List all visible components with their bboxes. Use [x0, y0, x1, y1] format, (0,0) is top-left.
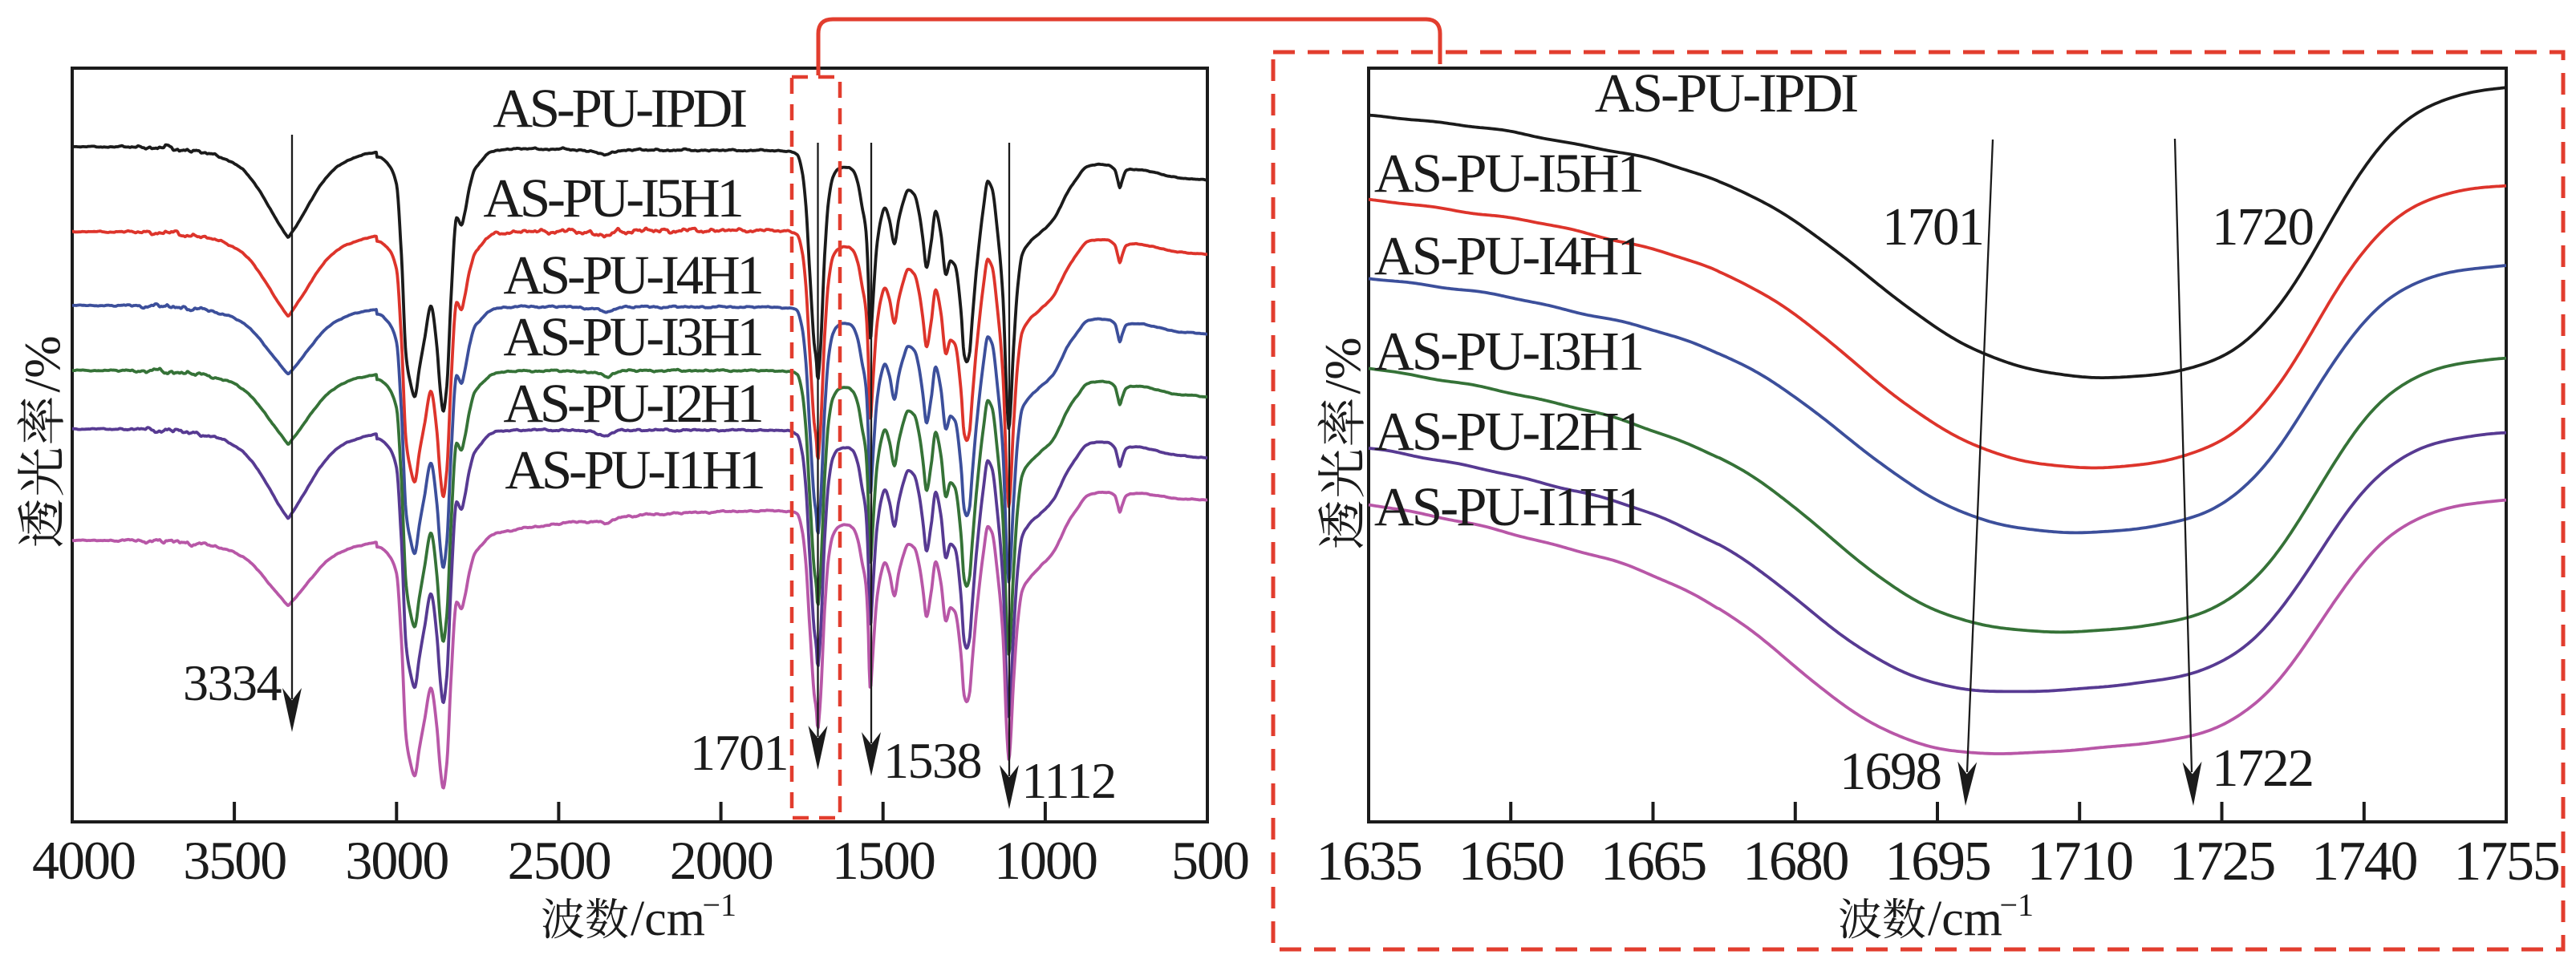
svg-text:2500: 2500	[508, 830, 611, 891]
svg-text:−1: −1	[703, 887, 737, 923]
svg-text:1000: 1000	[994, 830, 1097, 891]
svg-text:/cm: /cm	[1928, 892, 2002, 946]
svg-text:1701: 1701	[690, 724, 788, 781]
svg-text:/cm: /cm	[631, 892, 705, 946]
svg-text:1725: 1725	[2169, 831, 2274, 892]
svg-text:AS-PU-I3H1: AS-PU-I3H1	[1374, 321, 1642, 382]
svg-text:1665: 1665	[1600, 831, 1706, 892]
svg-text:AS-PU-I4H1: AS-PU-I4H1	[1374, 225, 1642, 286]
svg-text:1112: 1112	[1021, 752, 1115, 809]
svg-text:AS-PU-I2H1: AS-PU-I2H1	[503, 373, 761, 434]
svg-text:1695: 1695	[1884, 831, 1990, 892]
svg-text:AS-PU-I1H1: AS-PU-I1H1	[505, 439, 763, 500]
svg-text:AS-PU-I5H1: AS-PU-I5H1	[483, 168, 741, 229]
svg-text:1710: 1710	[2027, 831, 2132, 892]
svg-text:1701: 1701	[1882, 197, 1983, 257]
svg-text:/%: /%	[14, 335, 71, 392]
svg-text:AS-PU-I4H1: AS-PU-I4H1	[503, 245, 761, 305]
svg-text:1720: 1720	[2212, 197, 2313, 257]
svg-text:3000: 3000	[345, 830, 448, 891]
svg-text:−1: −1	[2000, 887, 2034, 923]
svg-text:4000: 4000	[32, 830, 135, 891]
svg-text:1635: 1635	[1316, 831, 1421, 892]
svg-text:1722: 1722	[2212, 738, 2313, 798]
svg-text:1500: 1500	[832, 830, 935, 891]
svg-text:1755: 1755	[2453, 831, 2558, 892]
svg-text:AS-PU-I2H1: AS-PU-I2H1	[1374, 401, 1642, 462]
svg-text:AS-PU-I1H1: AS-PU-I1H1	[1374, 476, 1642, 537]
svg-text:2000: 2000	[670, 830, 773, 891]
svg-text:AS-PU-IPDI: AS-PU-IPDI	[493, 78, 746, 139]
svg-text:1698: 1698	[1840, 742, 1941, 801]
svg-text:AS-PU-I3H1: AS-PU-I3H1	[503, 306, 761, 367]
svg-text:1538: 1538	[883, 732, 981, 789]
svg-text:3500: 3500	[183, 830, 286, 891]
svg-text:1680: 1680	[1742, 831, 1848, 892]
svg-text:3334: 3334	[183, 654, 282, 711]
svg-text:/%: /%	[1314, 337, 1371, 394]
svg-text:AS-PU-IPDI: AS-PU-IPDI	[1595, 63, 1858, 123]
svg-text:1650: 1650	[1458, 831, 1564, 892]
svg-text:AS-PU-I5H1: AS-PU-I5H1	[1374, 143, 1642, 204]
svg-text:1740: 1740	[2311, 831, 2416, 892]
svg-text:500: 500	[1171, 830, 1248, 891]
